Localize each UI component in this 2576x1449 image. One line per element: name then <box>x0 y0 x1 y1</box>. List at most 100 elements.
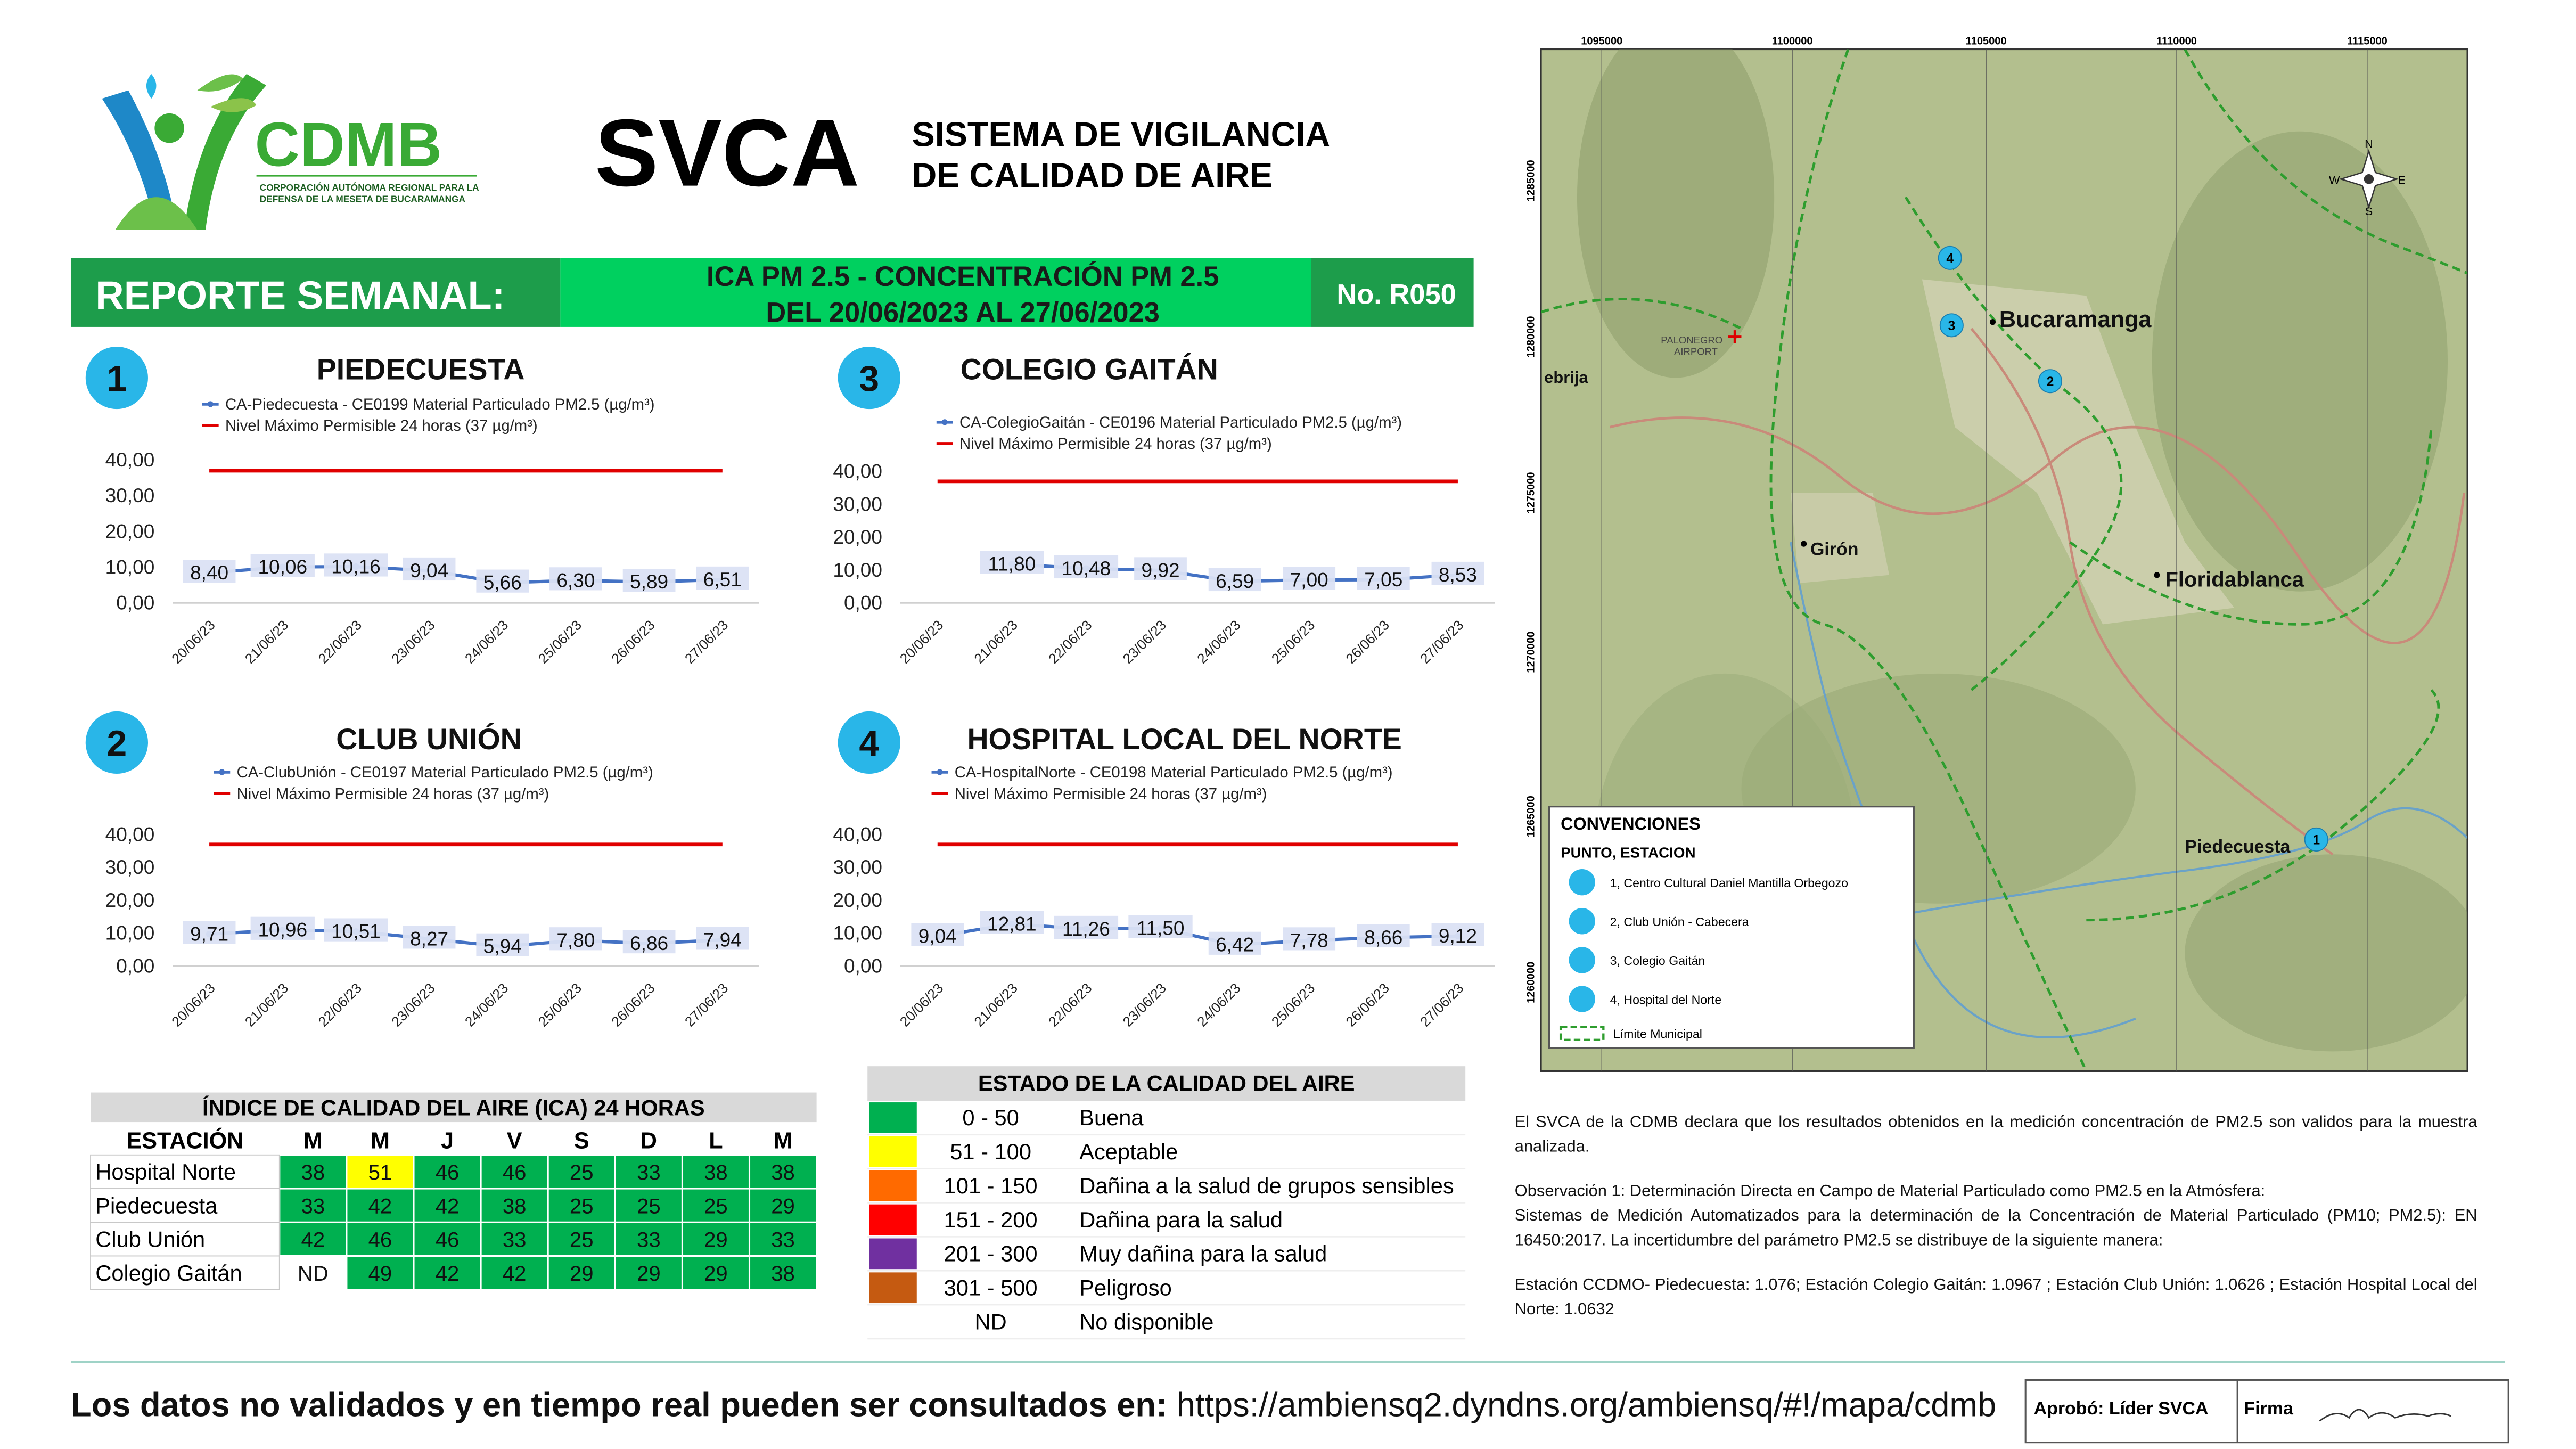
footer-url[interactable]: https://ambiensq2.dyndns.org/ambiensq/#!… <box>1177 1386 1997 1423</box>
quality-label: No disponible <box>1079 1309 1213 1334</box>
ica-cell <box>414 1189 480 1222</box>
ica-value: 46 <box>436 1161 460 1184</box>
ica-cell <box>548 1189 614 1222</box>
station-marker <box>1939 313 1964 338</box>
data-label-bg <box>1283 567 1336 590</box>
ica-value: 38 <box>503 1194 527 1218</box>
quality-range: 51 - 100 <box>950 1139 1031 1164</box>
data-label: 10,51 <box>331 920 381 942</box>
data-label-bg <box>1431 923 1484 946</box>
y-tick-label: 10,00 <box>833 922 882 944</box>
compass-letter: N <box>2365 137 2373 151</box>
data-label: 6,59 <box>1216 570 1254 592</box>
chart-title: CLUB UNIÓN <box>336 723 522 756</box>
ica-column-header: J <box>441 1128 454 1153</box>
map-x-coordinate: 1100000 <box>1772 35 1813 47</box>
ica-value: 29 <box>637 1262 661 1286</box>
y-tick-label: 10,00 <box>833 559 882 581</box>
ica-cell <box>280 1257 346 1289</box>
logo <box>102 73 477 230</box>
signature-label: Firma <box>2244 1398 2294 1419</box>
ica-value: 42 <box>368 1194 392 1218</box>
data-label-bg <box>622 569 676 592</box>
ica-value: 49 <box>368 1262 392 1286</box>
y-tick-label: 40,00 <box>833 460 882 482</box>
banner-left <box>70 258 561 327</box>
ica-station-cell <box>90 1188 280 1223</box>
legend-label: Nivel Máximo Permisible 24 horas (37 µg/… <box>959 435 1272 453</box>
ica-value: 42 <box>436 1194 460 1218</box>
ica-column-header: M <box>303 1128 323 1153</box>
ica-value: 25 <box>637 1194 661 1218</box>
logo-name: CDMB <box>255 110 442 179</box>
compass-letter: W <box>2329 174 2340 187</box>
y-tick-label: 20,00 <box>833 526 882 548</box>
y-tick-label: 0,00 <box>116 954 154 977</box>
ica-value: 46 <box>503 1161 527 1184</box>
map-legend-item: 2, Club Unión - Cabecera <box>1610 915 1749 929</box>
data-label: 9,92 <box>1142 559 1180 581</box>
y-tick-label: 0,00 <box>116 592 154 614</box>
y-tick-label: 0,00 <box>844 592 882 614</box>
footer-text: Los datos no validados y en tiempo real … <box>71 1386 1996 1423</box>
data-label-bg <box>696 566 749 590</box>
ica-cell <box>616 1156 682 1188</box>
ica-value: 38 <box>771 1161 795 1184</box>
map-place: Piedecuesta <box>2185 837 2291 857</box>
map-legend-item: 1, Centro Cultural Daniel Mantilla Orbeg… <box>1610 876 1848 890</box>
ica-value: 38 <box>704 1161 728 1184</box>
data-label-bg <box>1054 555 1119 579</box>
ica-cell <box>548 1223 614 1255</box>
data-label-bg <box>183 921 236 944</box>
legend-label: CA-Piedecuesta - CE0199 Material Particu… <box>225 396 655 413</box>
map-place: PALONEGRO <box>1661 334 1722 346</box>
ica-value: 42 <box>436 1262 460 1286</box>
report-number: No. R050 <box>1336 280 1456 310</box>
chart-title: HOSPITAL LOCAL DEL NORTE <box>967 723 1401 756</box>
ica-value: 25 <box>570 1161 594 1184</box>
data-label-bg <box>980 551 1044 574</box>
ica-value: ND <box>298 1262 329 1286</box>
data-label-bg <box>250 916 315 940</box>
y-tick-label: 20,00 <box>105 520 155 542</box>
ica-value: 25 <box>570 1229 594 1252</box>
ica-cell <box>750 1156 816 1188</box>
map-place: Bucaramanga <box>1999 307 2152 332</box>
quality-label: Dañina para la salud <box>1079 1207 1283 1232</box>
ica-value: 33 <box>301 1194 325 1218</box>
station-number: 4 <box>1946 252 1954 266</box>
quality-range: 0 - 50 <box>962 1105 1019 1130</box>
ica-cell <box>683 1189 749 1222</box>
station-marker <box>2304 827 2328 852</box>
legend-marker <box>219 769 225 775</box>
map-y-coordinate: 1285000 <box>1525 160 1537 201</box>
ica-station: Hospital Norte <box>95 1159 236 1184</box>
data-label: 6,30 <box>556 569 595 591</box>
quality-swatch <box>869 1204 917 1235</box>
data-label: 10,06 <box>258 555 307 578</box>
data-label: 5,66 <box>483 571 522 594</box>
compass <box>2339 149 2399 209</box>
map-legend-item: 4, Hospital del Norte <box>1610 993 1722 1006</box>
tables: ÍNDICE DE CALIDAD DEL AIRE (ICA) 24 HORA… <box>90 1066 1466 1340</box>
chart-badge-number: 1 <box>106 359 127 399</box>
logo-subtitle: CORPORACIÓN AUTÓNOMA REGIONAL PARA LA <box>260 182 479 193</box>
legend-label: CA-ClubUnión - CE0197 Material Particula… <box>237 764 653 781</box>
data-label: 6,42 <box>1216 934 1254 956</box>
ica-cell <box>414 1156 480 1188</box>
quality-range: 301 - 500 <box>944 1275 1038 1300</box>
data-label: 5,89 <box>630 570 668 593</box>
map-x-coordinate: 1105000 <box>1966 35 2007 47</box>
notes-box: El SVCA de la CDMB declara que los resul… <box>1515 1114 2477 1320</box>
data-label: 9,04 <box>918 925 957 947</box>
header-title: DE CALIDAD DE AIRE <box>912 156 1273 195</box>
ica-cell <box>414 1257 480 1289</box>
acronym: SVCA <box>595 100 859 206</box>
data-label-bg <box>250 554 315 577</box>
ica-value: 33 <box>637 1229 661 1252</box>
ica-cell <box>548 1257 614 1289</box>
ica-cell <box>481 1223 547 1255</box>
ica-column-header: D <box>641 1128 657 1153</box>
quality-label: Dañina a la salud de grupos sensibles <box>1079 1173 1454 1198</box>
